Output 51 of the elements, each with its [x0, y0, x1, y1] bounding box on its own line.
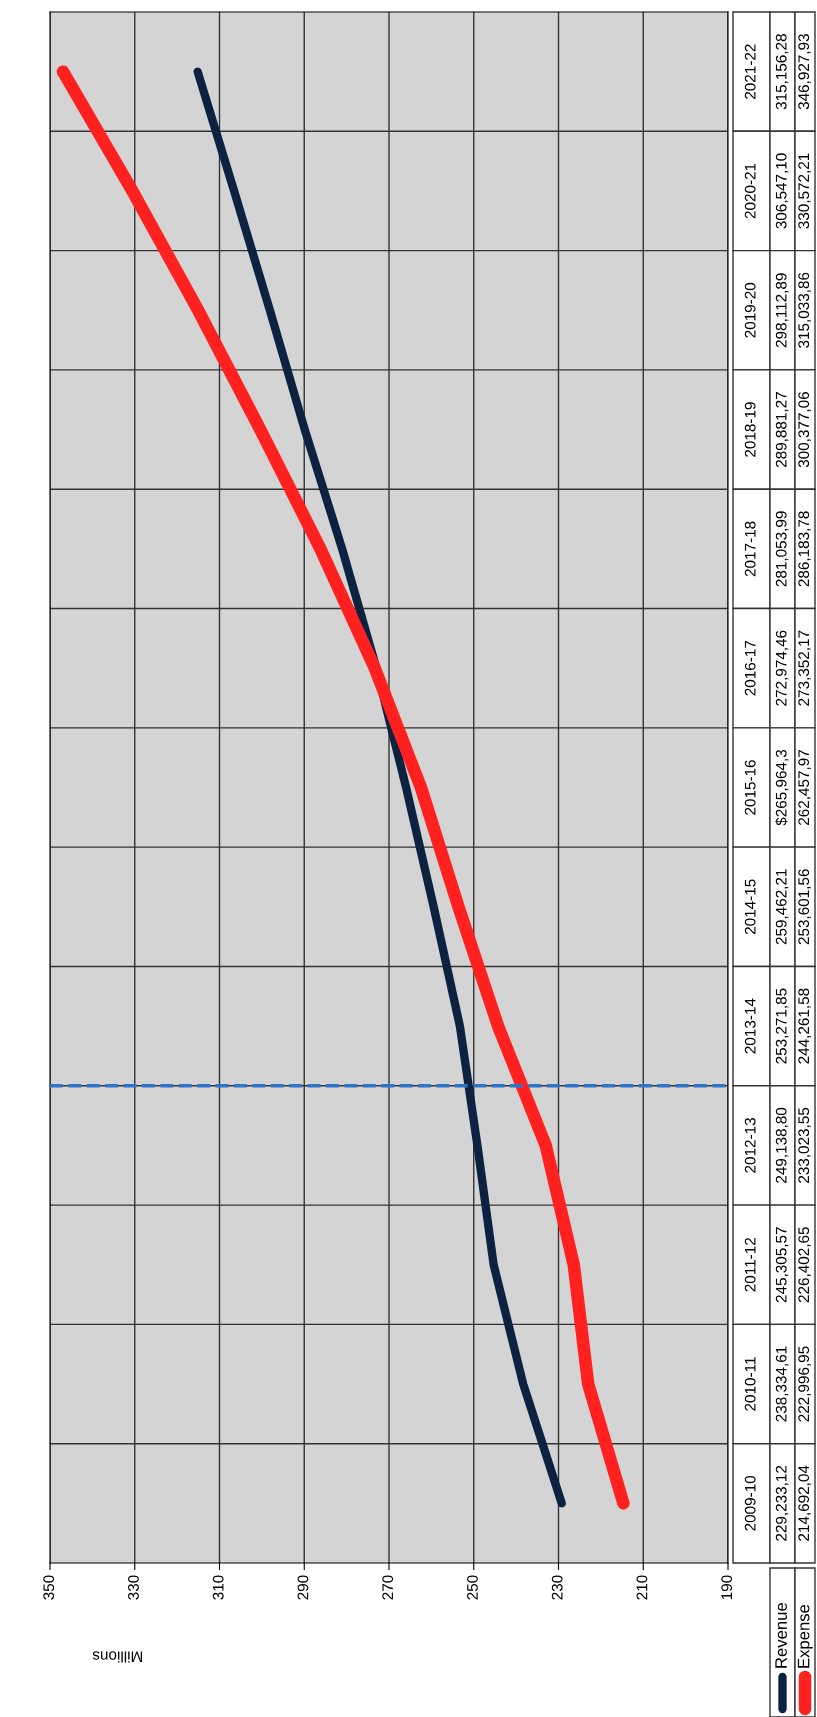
y-tick-label: 2018-19	[744, 402, 756, 457]
data-label: 281,053,99	[775, 511, 789, 587]
y-tick-label: 2011-12	[744, 1238, 756, 1292]
y-tick-label: 2015-16	[744, 760, 756, 815]
text: Revenue	[775, 1603, 787, 1668]
x-axis-title: Millions	[92, 1651, 143, 1663]
y-tick-label: 2020-21	[744, 163, 756, 219]
data-label: 286,183,78	[798, 511, 811, 587]
data-label: 315,156,28	[775, 34, 789, 110]
y-tick-label: 2012-13	[744, 1118, 756, 1173]
x-tick-label: 310	[212, 1575, 224, 1600]
x-tick-label: 290	[297, 1575, 309, 1600]
data-label: 229,233,12	[775, 1465, 789, 1541]
data-label: 315,033,86	[798, 272, 811, 348]
data-label: 253,271,85	[775, 988, 789, 1064]
y-tick-label: 2014-15	[744, 879, 756, 935]
data-label: 346,927,93	[798, 34, 811, 110]
data-label: 245,305,57	[775, 1227, 789, 1303]
data-label: 330,572,21	[798, 153, 811, 229]
data-label: 253,601,56	[798, 869, 811, 945]
data-label: 222,996,95	[798, 1346, 811, 1422]
data-label: $265,964,3	[775, 749, 789, 826]
x-tick-label: 250	[467, 1575, 478, 1600]
text: Expense	[797, 1604, 813, 1668]
y-tick-label: 2019-20	[744, 282, 756, 338]
data-label: 300,377,06	[798, 392, 811, 468]
data-label: 298,112,89	[775, 273, 789, 348]
x-tick-label: 350	[43, 1575, 55, 1600]
data-label: 272,974,46	[775, 630, 789, 706]
y-tick-label: 2010-11	[744, 1357, 756, 1411]
y-tick-label: 2009-10	[744, 1475, 756, 1531]
data-label: 262,457,97	[798, 750, 811, 825]
x-tick-label: 270	[382, 1575, 394, 1600]
data-label: 306,547,10	[775, 153, 789, 229]
data-label: 244,261,58	[798, 988, 811, 1064]
data-label: 238,334,61	[775, 1346, 789, 1422]
y-tick-label: 2016-17	[744, 640, 756, 696]
x-tick-label: 230	[551, 1575, 563, 1600]
data-label: 259,462,21	[775, 869, 789, 945]
data-label: 226,402,65	[798, 1227, 811, 1303]
y-tick-label: 2017-18	[744, 521, 756, 577]
data-label: 289,881,27	[775, 392, 789, 468]
x-tick-label: 210	[636, 1575, 648, 1600]
data-label: 249,138,80	[775, 1107, 789, 1183]
data-label: 273,352,17	[798, 630, 811, 706]
x-tick-label: 330	[128, 1575, 139, 1600]
y-tick-label: 2013-14	[744, 998, 756, 1054]
data-label: 214,692,04	[798, 1465, 811, 1541]
x-tick-label: 190	[721, 1575, 733, 1600]
data-label: 233,023,55	[798, 1107, 811, 1183]
y-tick-label: 2021-22	[744, 44, 756, 99]
